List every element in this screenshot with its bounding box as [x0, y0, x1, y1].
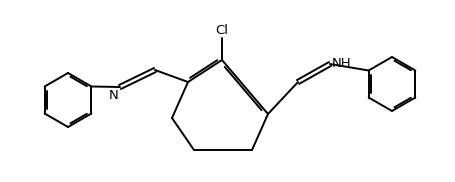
Text: Cl: Cl	[215, 24, 228, 37]
Text: NH: NH	[331, 58, 351, 70]
Text: N: N	[109, 89, 119, 102]
